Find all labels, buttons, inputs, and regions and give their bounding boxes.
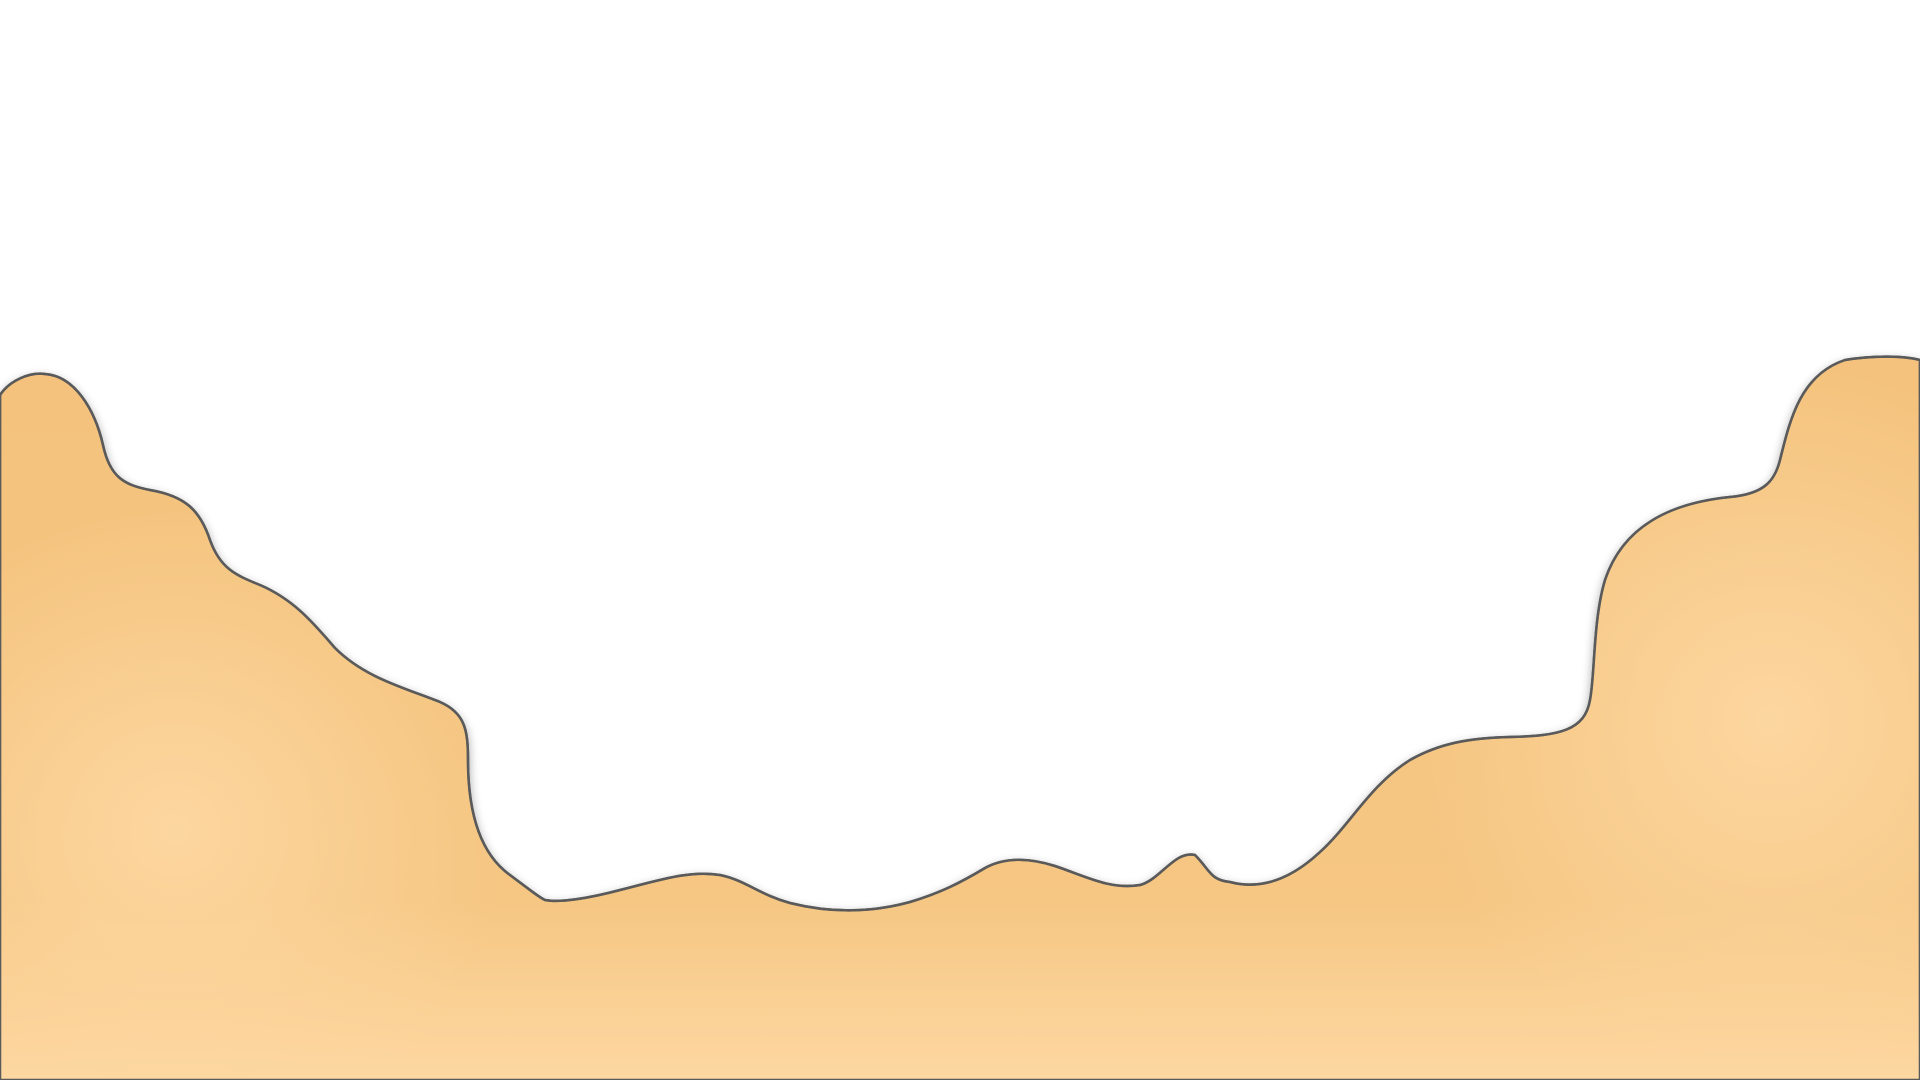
terrain-highlights bbox=[0, 356, 1920, 1080]
terrain-layer bbox=[0, 355, 1920, 1080]
game-canvas[interactable] bbox=[0, 0, 1920, 1080]
